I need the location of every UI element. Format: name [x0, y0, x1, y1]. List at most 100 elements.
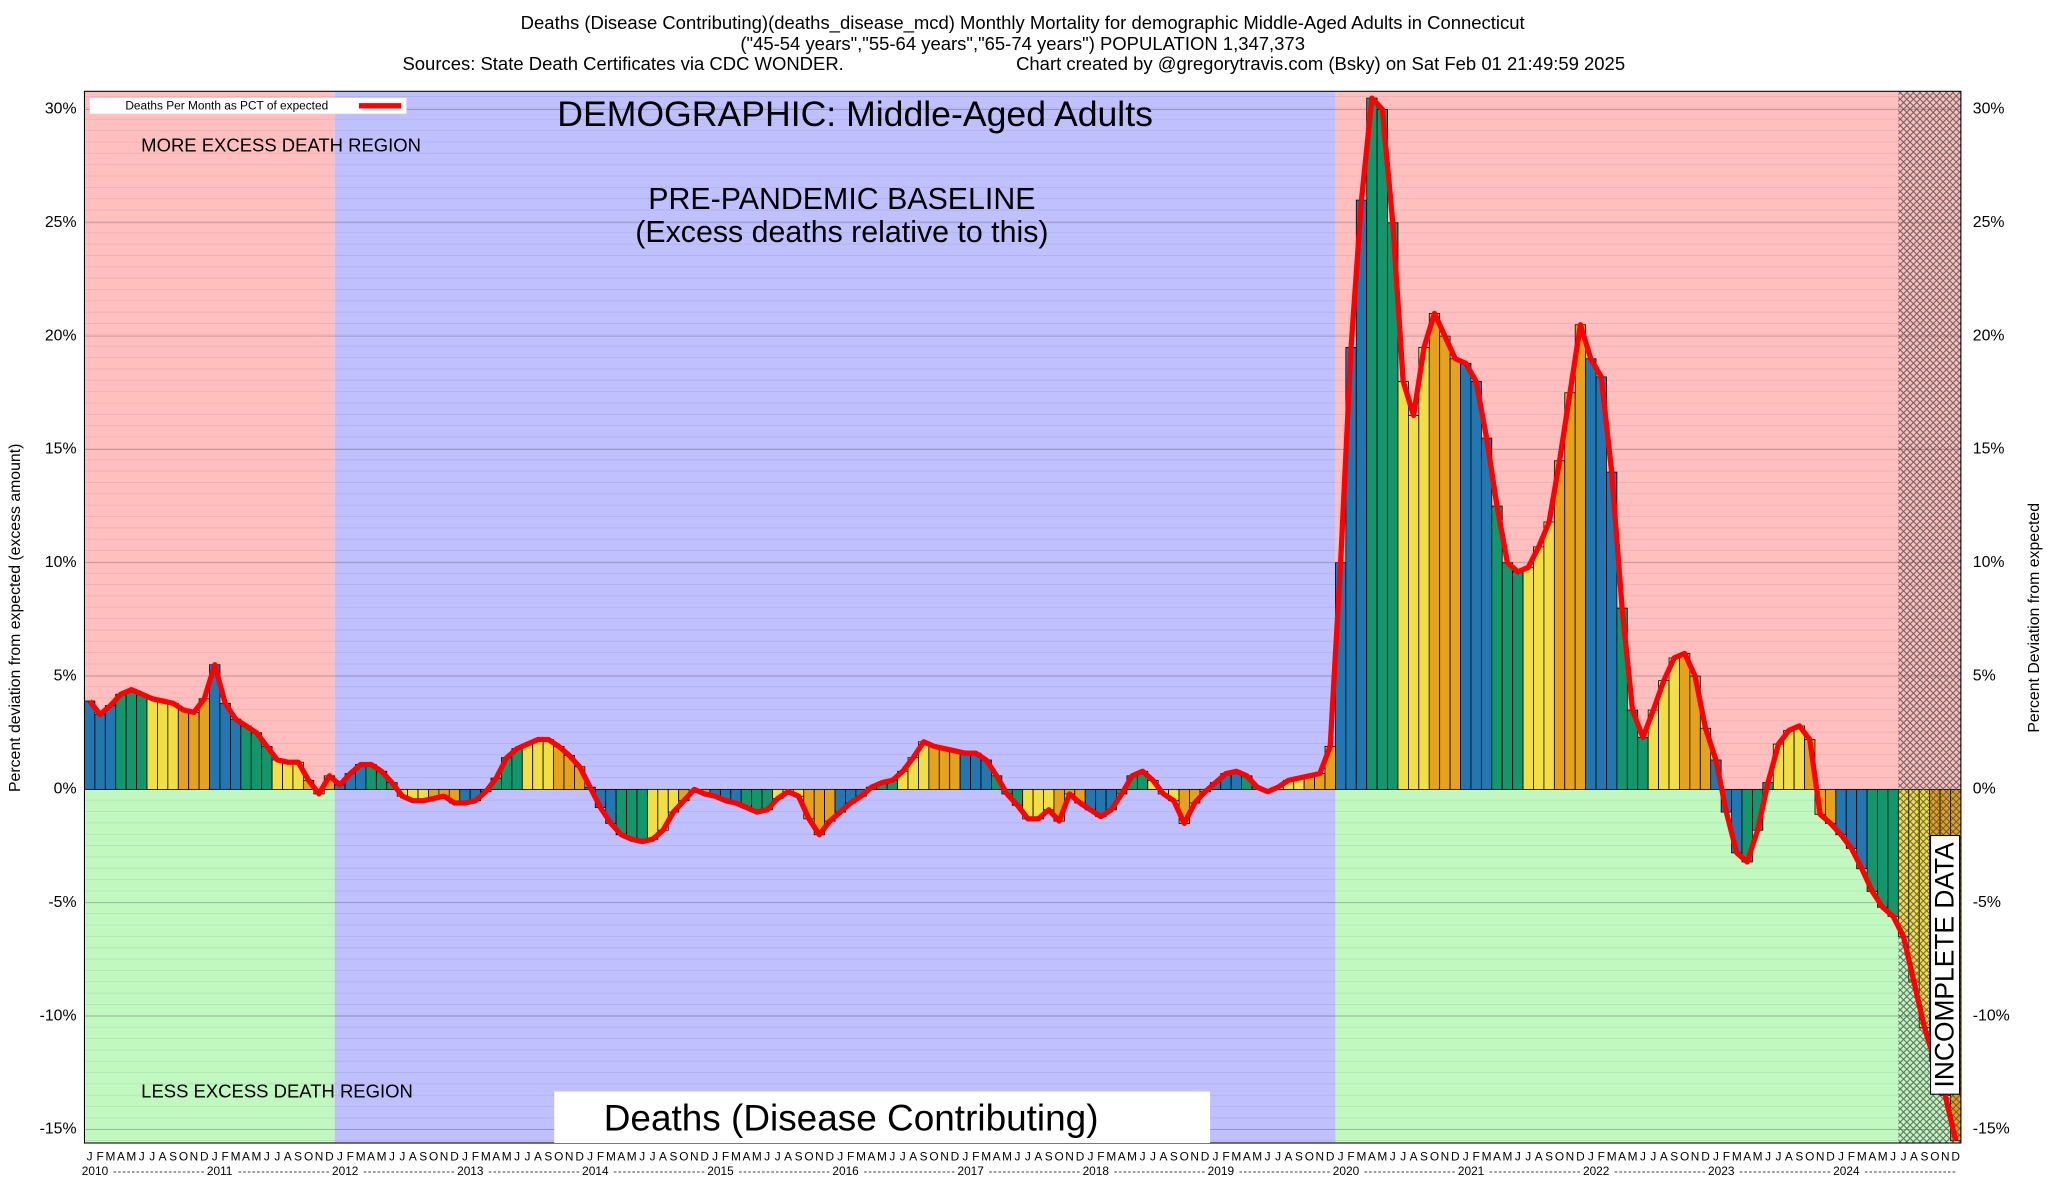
x-tick-label: J: [1150, 1150, 1156, 1164]
x-tick-label: M: [231, 1150, 241, 1164]
bar: [636, 789, 648, 842]
x-tick-label: D: [700, 1150, 709, 1164]
x-tick-label: M: [1753, 1150, 1763, 1164]
y2-tick-label: -5%: [1973, 894, 2001, 911]
x-tick-label: S: [419, 1150, 427, 1164]
background-regions: [84, 91, 1961, 1144]
x-tick-label: O: [1555, 1150, 1564, 1164]
y2-tick-label: 0%: [1973, 781, 1996, 798]
x-tick-label: M: [627, 1150, 637, 1164]
x-tick-label: F: [96, 1150, 103, 1164]
bar: [1543, 521, 1555, 790]
x-tick-label: F: [347, 1150, 354, 1164]
annotation: PRE-PANDEMIC BASELINE: [648, 183, 1035, 216]
x-tick-label: N: [815, 1150, 824, 1164]
x-tick-label: J: [462, 1150, 468, 1164]
bar: [146, 698, 158, 790]
x-tick-label: J: [1014, 1150, 1020, 1164]
bar: [949, 750, 961, 790]
x-tick-label: N: [940, 1150, 949, 1164]
bar: [1418, 347, 1430, 790]
x-tick-label: F: [1347, 1150, 1354, 1164]
year-label: 2013: [457, 1164, 484, 1178]
grid: -15% -15% -10% -10% -5% -5% 0% 0% 5% 5% 10% 10% 15% 1…: [40, 101, 2010, 1138]
legend-box: [89, 97, 407, 114]
year-label: 2020: [1333, 1164, 1360, 1178]
y-tick-label: 15%: [45, 441, 77, 458]
x-tick-label: A: [784, 1150, 792, 1164]
x-tick-label: D: [951, 1150, 960, 1164]
x-tick-label: J: [1213, 1150, 1219, 1164]
bar: [125, 689, 137, 790]
x-tick-label: M: [481, 1150, 491, 1164]
x-tick-label: M: [1127, 1150, 1137, 1164]
bar: [177, 709, 190, 790]
y-tick-label: -10%: [40, 1007, 77, 1024]
bar: [521, 743, 534, 790]
bar: [1376, 109, 1388, 790]
x-tick-label: D: [450, 1150, 459, 1164]
y2-tick-label: 10%: [1973, 554, 2005, 571]
x-tick-label: M: [252, 1150, 262, 1164]
annotation: Deaths (Disease Contributing): [604, 1097, 1099, 1138]
x-tick-label: M: [856, 1150, 866, 1164]
x-tick-label: J: [712, 1150, 718, 1164]
x-tick-label: J: [149, 1150, 155, 1164]
x-tick-label: N: [1065, 1150, 1074, 1164]
bar: [188, 711, 200, 790]
bar: [1408, 415, 1420, 790]
x-tick-label: J: [1890, 1150, 1896, 1164]
x-tick-label: A: [993, 1150, 1001, 1164]
x-tick-label: J: [1525, 1150, 1531, 1164]
y2-tick-label: 20%: [1973, 327, 2005, 344]
x-tick-label: S: [1295, 1150, 1303, 1164]
x-tick-label: J: [139, 1150, 145, 1164]
x-tick-label: F: [1222, 1150, 1229, 1164]
x-tick-label: N: [690, 1150, 699, 1164]
y-tick-label: -15%: [40, 1121, 77, 1138]
x-tick-label: M: [1607, 1150, 1617, 1164]
x-tick-label: M: [606, 1150, 616, 1164]
x-tick-label: N: [1441, 1150, 1450, 1164]
x-tick-label: F: [1097, 1150, 1104, 1164]
x-tick-label: S: [1920, 1150, 1928, 1164]
x-tick-label: A: [659, 1150, 667, 1164]
x-tick-label: F: [472, 1150, 479, 1164]
year-label: 2024: [1833, 1164, 1860, 1178]
x-tick-label: O: [429, 1150, 438, 1164]
x-tick-label: O: [179, 1150, 188, 1164]
x-tick-label: J: [274, 1150, 280, 1164]
x-tick-label: J: [1776, 1150, 1782, 1164]
annotation: DEMOGRAPHIC: Middle-Aged Adults: [557, 94, 1153, 134]
footer-box: [554, 1091, 1211, 1144]
x-tick-label: N: [1816, 1150, 1825, 1164]
x-tick-label: O: [304, 1150, 313, 1164]
x-tick-label: A: [868, 1150, 876, 1164]
bar: [198, 698, 210, 790]
x-tick-label: F: [222, 1150, 229, 1164]
y2-tick-label: 15%: [1973, 441, 2005, 458]
x-tick-label: J: [1087, 1150, 1093, 1164]
x-tick-label: A: [742, 1150, 750, 1164]
x-tick-label: F: [1848, 1150, 1855, 1164]
x-tick-label: M: [1482, 1150, 1492, 1164]
y-tick-label: 5%: [54, 667, 77, 684]
x-tick-label: D: [1951, 1150, 1960, 1164]
x-tick-label: M: [1732, 1150, 1742, 1164]
bar: [167, 702, 179, 790]
x-tick-label: M: [731, 1150, 741, 1164]
x-tick-label: A: [617, 1150, 625, 1164]
x-tick-label: J: [1265, 1150, 1271, 1164]
bar: [1397, 381, 1409, 790]
x-tick-label: D: [1451, 1150, 1460, 1164]
x-tick-label: J: [764, 1150, 770, 1164]
x-tick-label: S: [1045, 1150, 1053, 1164]
bar: [1470, 381, 1482, 790]
x-tick-label: N: [315, 1150, 324, 1164]
bar: [1366, 97, 1378, 790]
x-tick-label: N: [1691, 1150, 1700, 1164]
bar: [938, 748, 951, 790]
x-tick-label: M: [1502, 1150, 1512, 1164]
annotation: (Excess deaths relative to this): [635, 216, 1048, 249]
bar: [282, 761, 294, 790]
